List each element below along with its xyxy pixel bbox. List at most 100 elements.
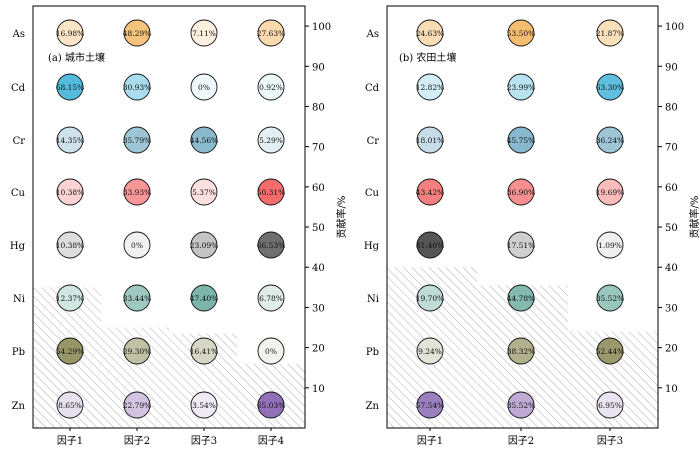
- row-label-zn: Zn: [12, 401, 26, 412]
- y-axis-label: 贡献率/%: [335, 196, 348, 239]
- panel-title: (b) 农田土壤: [399, 51, 456, 64]
- bubble-label-cu-factor4: 50.31%: [257, 188, 286, 197]
- bubble-as-factor1: [56, 19, 84, 47]
- bubble-as-factor4: [257, 19, 285, 47]
- bubble-label-ni-factor2: 33.44%: [123, 294, 152, 303]
- y-tick-label-80: 80: [665, 102, 678, 113]
- bubble-label-zn-factor1: 57.54%: [416, 401, 445, 410]
- bubble-cu-factor4: [257, 178, 285, 206]
- panel-urban-soil: As 16.98% 48.29% 7.11% 27.63% Cd 68.15% 30.93% 0…: [10, 5, 348, 447]
- bubble-label-as-factor1: 24.63%: [416, 29, 445, 38]
- row-label-cr: Cr: [367, 136, 380, 147]
- bubble-ni-factor4: [257, 284, 285, 312]
- bubble-label-hg-factor3: 1.09%: [598, 241, 622, 250]
- bubble-pb-factor3: [596, 337, 624, 365]
- bubble-cu-factor2: [123, 178, 151, 206]
- bubble-label-hg-factor1: 81.40%: [416, 241, 445, 250]
- row-label-cd: Cd: [11, 83, 26, 94]
- y-tick-label-40: 40: [665, 263, 678, 274]
- bubble-label-zn-factor3: 6.95%: [598, 401, 622, 410]
- bubble-label-pb-factor3: 52.44%: [596, 347, 625, 356]
- bubble-cd-factor3: [190, 73, 218, 101]
- bubble-cd-factor1: [56, 73, 84, 101]
- bubble-label-as-factor3: 21.87%: [596, 29, 625, 38]
- bubble-pb-factor2: [507, 337, 535, 365]
- row-label-pb: Pb: [366, 347, 379, 358]
- bubble-label-cd-factor4: 0.92%: [259, 83, 283, 92]
- category-label-factor2: 因子2: [124, 435, 150, 447]
- bubble-label-cd-factor1: 68.15%: [56, 83, 85, 92]
- bubble-label-as-factor3: 7.11%: [192, 29, 216, 38]
- bubble-cr-factor1: [416, 126, 444, 154]
- y-tick-label-100: 100: [312, 22, 331, 33]
- bubble-label-cu-factor3: 5.37%: [192, 188, 216, 197]
- bubble-label-cu-factor3: 19.69%: [596, 188, 625, 197]
- y-tick-label-40: 40: [312, 263, 325, 274]
- y-tick-label-60: 60: [665, 183, 678, 194]
- bubble-label-cu-factor1: 10.38%: [56, 188, 85, 197]
- bubble-cu-factor1: [56, 178, 84, 206]
- bubble-hg-factor1: [416, 231, 444, 259]
- row-label-hg: Hg: [364, 241, 380, 252]
- bubble-label-cr-factor4: 5.29%: [259, 136, 283, 145]
- bubble-ni-factor3: [596, 284, 624, 312]
- bubble-label-hg-factor1: 10.38%: [56, 241, 85, 250]
- bubble-zn-factor2: [123, 391, 151, 419]
- bubble-cd-factor2: [507, 73, 535, 101]
- category-label-factor2: 因子2: [508, 435, 534, 447]
- y-tick-label-60: 60: [312, 183, 325, 194]
- bubble-label-as-factor2: 48.29%: [123, 29, 152, 38]
- bubble-label-pb-factor1: 54.29%: [56, 347, 85, 356]
- bubble-label-cd-factor1: 12.82%: [416, 83, 445, 92]
- bubble-cr-factor3: [596, 126, 624, 154]
- bubble-label-pb-factor4: 0%: [265, 347, 277, 356]
- y-tick-label-50: 50: [312, 223, 325, 234]
- bubble-label-hg-factor4: 66.53%: [257, 241, 286, 250]
- bubble-label-zn-factor2: 35.52%: [507, 401, 536, 410]
- bubble-cd-factor2: [123, 73, 151, 101]
- bubble-as-factor1: [416, 19, 444, 47]
- bubble-hg-factor2: [507, 231, 535, 259]
- panel-farmland-soil: As 24.63% 53.50% 21.87% Cd 12.82% 23.99% 63.30%…: [364, 5, 700, 447]
- row-label-cd: Cd: [365, 83, 380, 94]
- bubble-hg-factor3: [596, 231, 624, 259]
- y-tick-label-100: 100: [665, 22, 684, 33]
- bubble-cu-factor2: [507, 178, 535, 206]
- bubble-pb-factor1: [56, 337, 84, 365]
- bubble-label-cr-factor3: 36.24%: [596, 136, 625, 145]
- bubble-cd-factor1: [416, 73, 444, 101]
- bubble-label-pb-factor2: 29.30%: [123, 347, 152, 356]
- bubble-hg-factor2: [123, 231, 151, 259]
- bubble-pb-factor1: [416, 337, 444, 365]
- bubble-ni-factor2: [507, 284, 535, 312]
- plot-frame: [32, 5, 306, 429]
- bubble-zn-factor2: [507, 391, 535, 419]
- bubble-hg-factor1: [56, 231, 84, 259]
- y-tick-label-50: 50: [665, 223, 678, 234]
- bubble-label-cr-factor1: 18.01%: [416, 136, 445, 145]
- bubble-label-pb-factor2: 38.32%: [507, 347, 536, 356]
- bubble-zn-factor1: [416, 391, 444, 419]
- row-label-as: As: [366, 29, 379, 40]
- y-tick-label-90: 90: [312, 62, 325, 73]
- bubble-ni-factor1: [56, 284, 84, 312]
- y-tick-label-80: 80: [312, 102, 325, 113]
- bubble-label-cr-factor3: 44.56%: [190, 136, 219, 145]
- row-label-pb: Pb: [12, 347, 25, 358]
- bubble-label-cd-factor2: 23.99%: [507, 83, 536, 92]
- bubble-zn-factor3: [596, 391, 624, 419]
- y-tick-label-90: 90: [665, 62, 678, 73]
- category-label-factor1: 因子1: [417, 435, 443, 447]
- bubble-label-ni-factor2: 44.78%: [507, 294, 536, 303]
- bubble-hg-factor3: [190, 231, 218, 259]
- row-label-cu: Cu: [365, 188, 380, 199]
- bubble-label-cu-factor2: 33.93%: [123, 188, 152, 197]
- bubble-label-as-factor2: 53.50%: [507, 29, 536, 38]
- bubble-cd-factor4: [257, 73, 285, 101]
- bubble-as-factor3: [190, 19, 218, 47]
- y-tick-label-20: 20: [665, 344, 678, 355]
- bubble-ni-factor2: [123, 284, 151, 312]
- bubble-label-cu-factor1: 43.42%: [416, 188, 445, 197]
- bubble-label-cr-factor2: 45.75%: [507, 136, 536, 145]
- bubble-label-cr-factor2: 35.79%: [123, 136, 152, 145]
